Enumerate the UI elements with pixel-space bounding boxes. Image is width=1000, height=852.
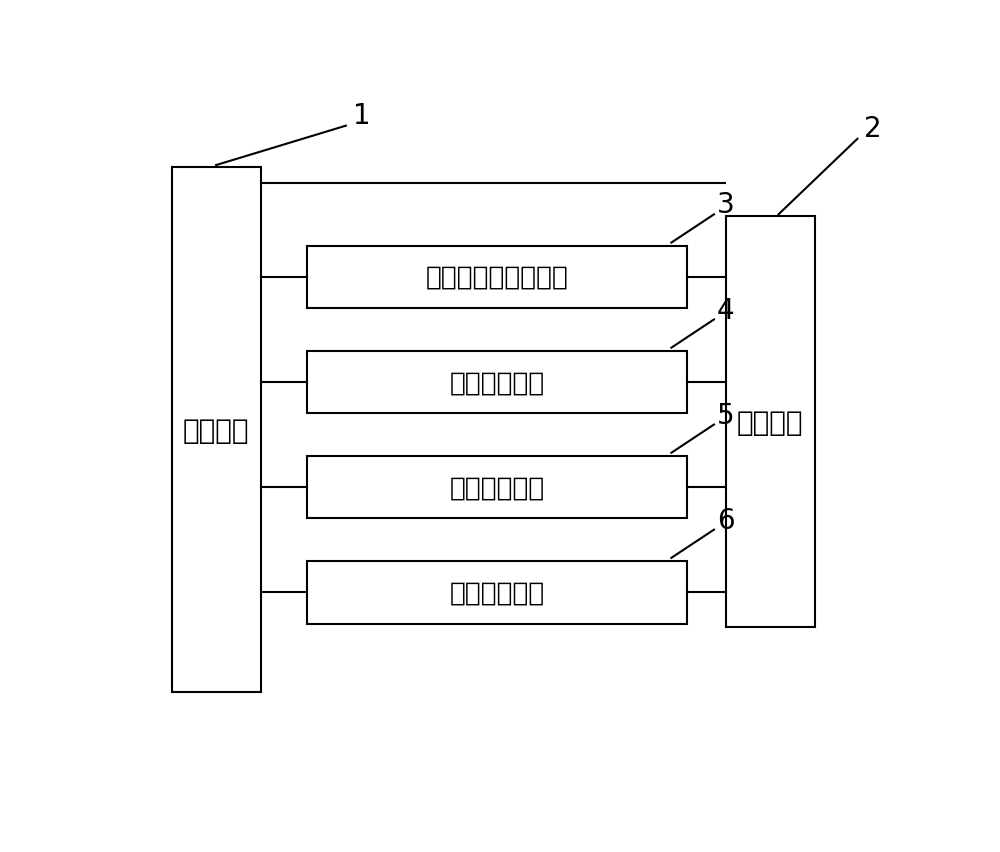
Bar	[307, 457, 687, 519]
Text: 1: 1	[353, 102, 370, 130]
Text: 数据传输模块: 数据传输模块	[449, 579, 545, 606]
Bar	[307, 352, 687, 414]
Text: 6: 6	[717, 506, 734, 534]
Text: 电量采集模块: 电量采集模块	[449, 370, 545, 395]
Bar	[726, 217, 815, 627]
Bar	[172, 168, 261, 693]
Text: 4: 4	[717, 296, 734, 325]
Bar	[307, 246, 687, 309]
Text: 3: 3	[717, 191, 734, 219]
Text: 2: 2	[864, 115, 882, 143]
Text: 非电量信息采集模块: 非电量信息采集模块	[426, 265, 568, 291]
Text: 电源模块: 电源模块	[737, 408, 803, 436]
Text: 5: 5	[717, 401, 734, 429]
Text: 控制模块: 控制模块	[183, 417, 249, 444]
Text: 图像采集模块: 图像采集模块	[449, 475, 545, 501]
Bar	[307, 561, 687, 624]
